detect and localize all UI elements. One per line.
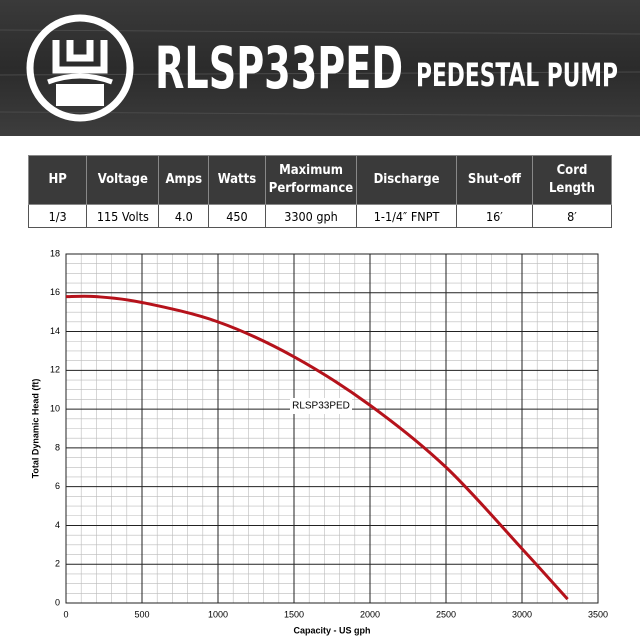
y-tick-label: 18 bbox=[50, 248, 60, 258]
y-tick-label: 14 bbox=[50, 326, 60, 336]
y-axis-label: Total Dynamic Head (ft) bbox=[30, 379, 40, 479]
x-tick-label: 0 bbox=[63, 609, 68, 619]
x-tick-label: 500 bbox=[134, 609, 149, 619]
table-row: 1/3 115 Volts 4.0 450 3300 gph 1-1/4″ FNPT 16′… bbox=[27, 204, 613, 228]
series-label-bg bbox=[290, 398, 352, 414]
y-tick-label: 16 bbox=[50, 287, 60, 297]
y-tick-label: 0 bbox=[55, 597, 60, 607]
y-tick-label: 4 bbox=[55, 520, 60, 530]
logo bbox=[26, 14, 134, 122]
x-tick-label: 2000 bbox=[360, 609, 380, 619]
table-cell: 115 Volts bbox=[86, 204, 160, 228]
x-tick-label: 1000 bbox=[208, 609, 228, 619]
x-axis-label: Capacity - US gph bbox=[293, 625, 370, 635]
header-title: RLSP33PED bbox=[155, 34, 403, 102]
series-label: RLSP33PED bbox=[292, 401, 350, 412]
table-cell: 8′ bbox=[531, 204, 613, 228]
spec-table: HP Voltage Amps Watts Maximum Performance Dis… bbox=[27, 155, 613, 228]
plot-frame bbox=[65, 253, 599, 604]
x-tick-label: 3000 bbox=[512, 609, 532, 619]
column-header: HP bbox=[27, 155, 88, 205]
column-header: Maximum Performance bbox=[264, 155, 358, 205]
table-header: HP Voltage Amps Watts Maximum Performance Dis… bbox=[27, 155, 613, 205]
x-tick-label: 2500 bbox=[436, 609, 456, 619]
data-line bbox=[65, 294, 569, 601]
column-header: Voltage bbox=[86, 155, 160, 205]
table-cell: 16′ bbox=[455, 204, 533, 228]
header-subtitle: PEDESTAL PUMP bbox=[416, 56, 618, 94]
table-cell: 3300 gph bbox=[264, 204, 358, 228]
column-header: Cord Length bbox=[531, 155, 613, 205]
y-tick-label: 8 bbox=[55, 442, 60, 452]
y-tick-label: 12 bbox=[50, 365, 60, 375]
plot: 0 500 1000 1500 2000 2500 3000 3500 0 2 4 6 8 10 12 14 1… bbox=[30, 248, 608, 635]
table-cell: 4.0 bbox=[158, 204, 210, 228]
table-cell: 450 bbox=[208, 204, 266, 228]
x-tick-label: 1500 bbox=[284, 609, 304, 619]
column-header: Shut-off bbox=[455, 155, 533, 205]
table-body: 1/3 115 Volts 4.0 450 3300 gph 1-1/4″ FNPT 16′… bbox=[27, 204, 613, 228]
column-header: Discharge bbox=[356, 155, 457, 205]
y-tick-label: 6 bbox=[55, 481, 60, 491]
y-tick-label: 2 bbox=[55, 559, 60, 569]
y-tick-label: 10 bbox=[50, 403, 60, 413]
table-cell: 1-1/4″ FNPT bbox=[356, 204, 457, 228]
column-header: Watts bbox=[208, 155, 266, 205]
x-tick-label: 3500 bbox=[588, 609, 608, 619]
table-cell: 1/3 bbox=[27, 204, 88, 228]
column-header: Amps bbox=[158, 155, 210, 205]
